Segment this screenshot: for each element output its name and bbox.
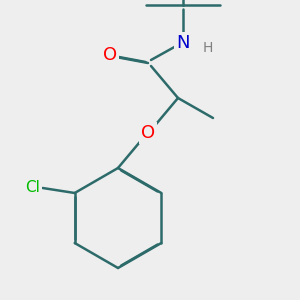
Text: Cl: Cl: [25, 181, 40, 196]
Text: O: O: [141, 124, 155, 142]
Text: H: H: [203, 41, 213, 55]
Text: O: O: [103, 46, 117, 64]
Text: N: N: [176, 34, 190, 52]
